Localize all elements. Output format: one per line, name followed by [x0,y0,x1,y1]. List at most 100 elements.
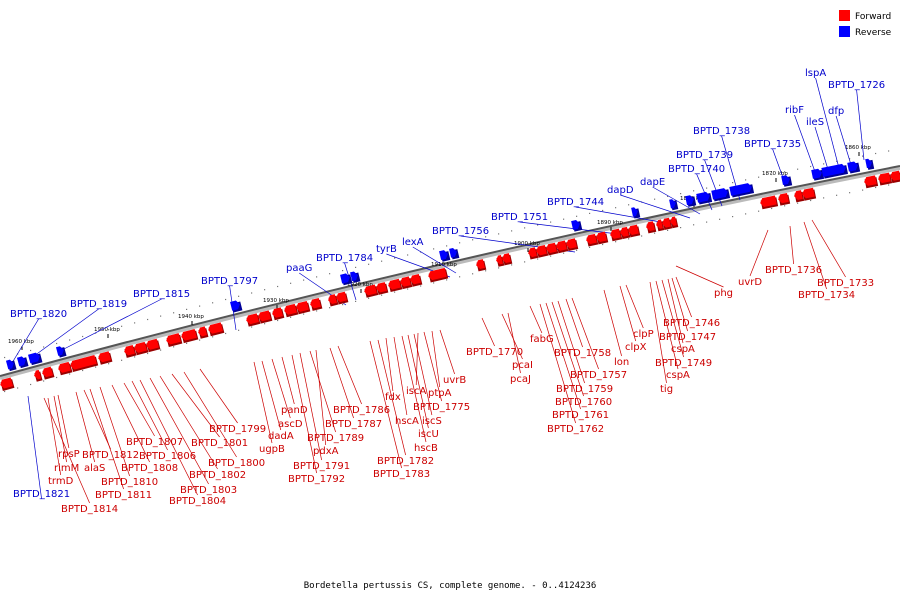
position-dot [498,267,500,269]
position-dot [355,300,357,302]
position-dot [693,224,695,226]
forward-feature [646,221,657,234]
gene-label: BPTD_1770 [466,347,523,358]
gene-leader-line [565,298,583,348]
reverse-feature [55,346,67,358]
position-dot [56,342,58,345]
gene-label: BPTD_1821 [13,489,70,500]
reverse-feature [28,352,43,366]
gene-leader-line [557,300,585,384]
gene-leader-line [53,395,67,463]
gene-leader-line [57,394,70,449]
gene-leader-line [789,225,794,265]
position-dot [524,227,526,229]
forward-feature [246,313,261,327]
position-dot [797,168,799,170]
reverse-feature [571,220,583,232]
gene-leader-line [413,333,433,416]
gene-label: BPTD_1807 [126,437,183,448]
position-dot [303,279,305,281]
reverse-feature [16,356,29,369]
gene-label: BPTD_1800 [208,458,265,469]
gene-leader-line [171,373,220,438]
gene-label: BPTD_1735 [744,139,801,150]
gene-label: BPTD_1782 [377,456,434,467]
forward-feature [502,253,513,266]
forward-feature [296,300,311,315]
position-dot [43,380,45,382]
forward-feature [620,226,631,240]
gene-leader-line [655,280,679,370]
gene-label: ascD [278,419,303,430]
position-dot [277,319,279,322]
gene-leader-line [620,194,691,219]
gene-label: tig [660,384,673,395]
forward-feature [198,326,209,339]
forward-feature [476,259,487,272]
forward-feature [670,216,679,229]
gene-label: ugpB [259,444,285,455]
position-dot [199,305,201,307]
position-dot [537,258,539,260]
legend-reverse-label: Reverse [855,28,892,38]
forward-feature [42,366,55,380]
gene-label: BPTD_1819 [70,299,127,310]
position-dot [82,335,84,338]
gene-label: clpP [633,329,654,340]
reverse-feature [631,207,641,219]
gene-label: ribF [785,105,804,116]
reverse-feature [439,250,451,262]
genome-backbone-shadow [0,166,900,380]
gene-label: BPTD_1751 [491,212,548,223]
reverse-feature [340,273,353,286]
gene-label: BPTD_1760 [555,397,612,408]
reverse-feature [821,163,849,179]
position-dot [160,315,162,317]
gene-label: BPTD_1749 [655,358,712,369]
gene-label: BPTD_1759 [556,384,613,395]
gene-leader-line [667,278,684,344]
gene-label: uvrB [443,375,466,386]
scale-tick-label: 1900 kbp [514,241,540,247]
forward-feature [70,354,99,373]
gene-leader-line [439,329,455,375]
gene-label: BPTD_1739 [676,150,733,161]
legend-reverse-swatch [839,26,850,37]
gene-label: BPTD_1812 [82,450,139,461]
position-dot [290,282,292,284]
gene-label: ptpA [428,388,452,399]
gene-leader-line [261,360,282,431]
gene-leader-line [625,284,644,329]
gene-label: iscA [406,386,426,397]
position-dot [303,313,305,315]
gene-leader-line [856,89,865,161]
position-dot [121,325,123,327]
forward-feature [166,333,183,347]
legend-forward-swatch [839,10,850,21]
position-dot [680,193,682,195]
position-dot [329,307,331,309]
position-dot [784,171,786,173]
gene-leader-line [431,330,441,388]
forward-feature [0,377,15,391]
position-dot [82,369,84,372]
gene-label: BPTD_1756 [432,226,489,237]
gene-label: iscS [422,416,442,427]
gene-label: trmD [48,476,74,487]
forward-feature [610,228,623,242]
forward-feature [760,195,779,210]
gene-leader-line [575,206,673,225]
gene-leader-line [539,303,576,424]
gene-label: dfp [828,106,844,117]
forward-feature [586,233,599,247]
forward-feature [34,369,43,382]
gene-label: BPTD_1789 [307,433,364,444]
forward-feature [134,341,149,356]
gene-label: BPTD_1804 [169,496,226,507]
gene-label: rimM [54,463,79,474]
scale-tick-label: 1910 kbp [431,262,457,268]
position-dot [602,243,604,246]
gene-leader-line [675,276,692,318]
position-dot [745,179,747,181]
